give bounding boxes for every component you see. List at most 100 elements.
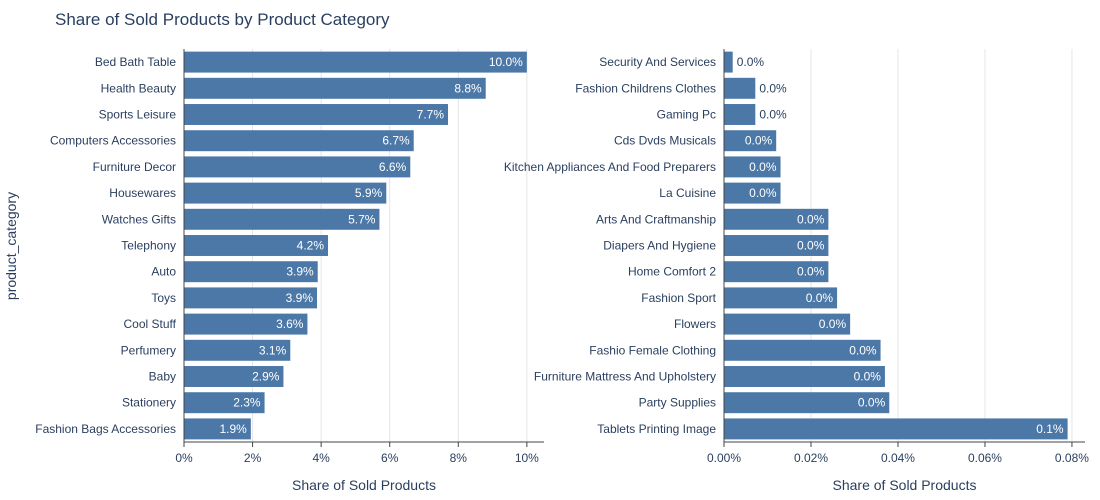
x-tick-label: 0.00%	[707, 451, 741, 465]
bar-value-label: 0.0%	[749, 160, 777, 174]
bar-value-label: 2.9%	[252, 370, 280, 384]
bar-value-label: 5.9%	[355, 186, 383, 200]
bar	[724, 339, 881, 361]
category-label: Flowers	[674, 317, 716, 331]
category-label: Perfumery	[121, 343, 176, 357]
bar	[184, 51, 527, 73]
bar-value-label: 0.0%	[797, 265, 825, 279]
bar	[184, 77, 486, 99]
bar-value-label: 0.0%	[806, 291, 834, 305]
bar-value-label: 3.9%	[286, 291, 314, 305]
category-label: Fashion Bags Accessories	[35, 422, 176, 436]
category-label: Cds Dvds Musicals	[614, 134, 716, 148]
category-label: Auto	[151, 265, 176, 279]
bar	[184, 418, 251, 440]
category-label: Computers Accessories	[50, 134, 176, 148]
category-label: Tablets Printing Image	[597, 422, 716, 436]
left-panel: Bed Bath Table 10.0% Health Beauty 8.8% Spor…	[35, 49, 544, 493]
category-label: Watches Gifts	[102, 212, 176, 226]
x-tick-label: 0%	[175, 451, 193, 465]
bar-value-label: 0.0%	[745, 134, 773, 148]
bar	[184, 339, 291, 361]
x-tick-label: 0.04%	[881, 451, 915, 465]
bar	[184, 130, 414, 152]
x-tick-label: 6%	[381, 451, 399, 465]
bar-value-label: 6.6%	[379, 160, 407, 174]
category-label: Security And Services	[599, 55, 716, 69]
bar	[184, 287, 318, 309]
y-axis-title: product_category	[3, 192, 19, 300]
x-tick-label: 8%	[450, 451, 468, 465]
bar-value-label: 3.6%	[276, 317, 304, 331]
bar	[184, 156, 411, 178]
bar	[724, 156, 781, 178]
bar	[724, 77, 756, 99]
bar-value-label: 0.0%	[759, 108, 787, 122]
bar	[724, 313, 851, 335]
bar	[724, 261, 829, 283]
bar-value-label: 4.2%	[297, 239, 325, 253]
bar-value-label: 1.9%	[219, 422, 247, 436]
bar-value-label: 0.0%	[858, 396, 886, 410]
bar	[724, 392, 890, 414]
x-axis-title: Share of Sold Products	[833, 477, 977, 493]
bar	[724, 208, 829, 230]
bar-value-label: 7.7%	[417, 108, 445, 122]
bar-value-label: 6.7%	[382, 134, 410, 148]
category-label: Fashio Female Clothing	[589, 343, 716, 357]
category-label: Diapers And Hygiene	[603, 239, 716, 253]
bar	[184, 313, 308, 335]
category-label: Housewares	[109, 186, 176, 200]
bar	[724, 418, 1068, 440]
category-label: Cool Stuff	[124, 317, 177, 331]
bar	[184, 366, 284, 387]
bar	[184, 104, 448, 125]
bar	[184, 235, 328, 256]
bar-value-label: 0.0%	[819, 317, 847, 331]
right-panel: Security And Services 0.0% Fashion Childre…	[504, 49, 1089, 493]
category-label: Telephony	[121, 239, 176, 253]
bar-value-label: 0.0%	[797, 239, 825, 253]
category-label: Health Beauty	[101, 81, 176, 95]
bar-value-label: 0.0%	[854, 370, 882, 384]
bar	[724, 51, 733, 73]
bar	[184, 208, 380, 230]
category-label: Baby	[149, 370, 176, 384]
x-tick-label: 2%	[244, 451, 262, 465]
bar-value-label: 0.1%	[1036, 422, 1064, 436]
category-label: La Cuisine	[659, 186, 716, 200]
category-label: Fashion Sport	[641, 291, 716, 305]
x-tick-label: 0.08%	[1055, 451, 1089, 465]
x-tick-label: 0.06%	[968, 451, 1002, 465]
x-tick-label: 4%	[312, 451, 330, 465]
bar	[184, 182, 387, 204]
category-label: Sports Leisure	[99, 108, 177, 122]
category-label: Home Comfort 2	[628, 265, 716, 279]
chart-title: Share of Sold Products by Product Catego…	[55, 10, 390, 29]
x-tick-label: 0.02%	[794, 451, 828, 465]
category-label: Furniture Decor	[93, 160, 176, 174]
bar-value-label: 5.7%	[348, 212, 376, 226]
x-axis-title: Share of Sold Products	[292, 477, 436, 493]
category-label: Fashion Childrens Clothes	[575, 81, 716, 95]
bar-value-label: 2.3%	[233, 396, 261, 410]
bar	[724, 182, 781, 204]
bar-value-label: 0.0%	[759, 81, 787, 95]
category-label: Stationery	[122, 396, 176, 410]
x-tick-label: 10%	[515, 451, 539, 465]
bar	[184, 392, 265, 414]
bar-value-label: 8.8%	[454, 81, 482, 95]
category-label: Toys	[151, 291, 176, 305]
bar-value-label: 0.0%	[749, 186, 777, 200]
category-label: Gaming Pc	[657, 108, 716, 122]
category-label: Party Supplies	[639, 396, 716, 410]
bar-value-label: 3.9%	[286, 265, 314, 279]
bar	[724, 130, 777, 152]
category-label: Kitchen Appliances And Food Preparers	[504, 160, 716, 174]
bar	[724, 235, 829, 256]
bar	[184, 261, 318, 283]
bar-value-label: 3.1%	[259, 343, 287, 357]
category-label: Bed Bath Table	[95, 55, 177, 69]
category-label: Furniture Mattress And Upholstery	[534, 370, 716, 384]
